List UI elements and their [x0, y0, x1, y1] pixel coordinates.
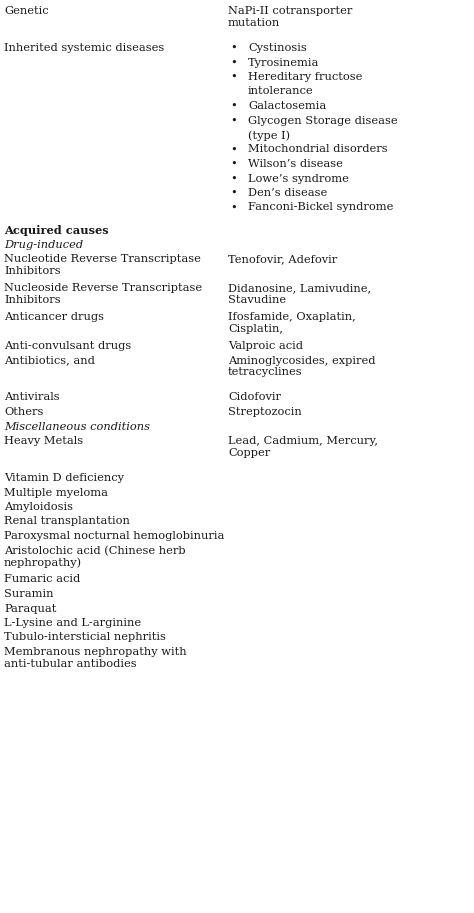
- Text: Suramin: Suramin: [4, 589, 54, 599]
- Text: Membranous nephropathy with
anti-tubular antibodies: Membranous nephropathy with anti-tubular…: [4, 647, 187, 668]
- Text: Paroxysmal nocturnal hemoglobinuria: Paroxysmal nocturnal hemoglobinuria: [4, 531, 224, 541]
- Text: Den’s disease: Den’s disease: [248, 188, 327, 198]
- Text: Aminoglycosides, expired
tetracyclines: Aminoglycosides, expired tetracyclines: [228, 355, 375, 377]
- Text: Mitochondrial disorders: Mitochondrial disorders: [248, 144, 388, 154]
- Text: (type I): (type I): [248, 130, 290, 141]
- Text: Valproic acid: Valproic acid: [228, 341, 303, 351]
- Text: Anticancer drugs: Anticancer drugs: [4, 312, 104, 322]
- Text: •: •: [230, 144, 237, 154]
- Text: Others: Others: [4, 407, 44, 417]
- Text: Fumaric acid: Fumaric acid: [4, 574, 80, 584]
- Text: Acquired causes: Acquired causes: [4, 225, 109, 236]
- Text: •: •: [230, 203, 237, 213]
- Text: Paraquat: Paraquat: [4, 603, 56, 614]
- Text: Streptozocin: Streptozocin: [228, 407, 302, 417]
- Text: •: •: [230, 72, 237, 82]
- Text: Tyrosinemia: Tyrosinemia: [248, 58, 319, 68]
- Text: Nucleotide Reverse Transcriptase
Inhibitors: Nucleotide Reverse Transcriptase Inhibit…: [4, 254, 201, 276]
- Text: Hereditary fructose: Hereditary fructose: [248, 72, 363, 82]
- Text: intolerance: intolerance: [248, 87, 314, 97]
- Text: Wilson’s disease: Wilson’s disease: [248, 159, 343, 169]
- Text: Amyloidosis: Amyloidosis: [4, 502, 73, 512]
- Text: Antibiotics, and: Antibiotics, and: [4, 355, 95, 365]
- Text: Didanosine, Lamivudine,
Stavudine: Didanosine, Lamivudine, Stavudine: [228, 283, 371, 305]
- Text: •: •: [230, 58, 237, 68]
- Text: Galactosemia: Galactosemia: [248, 101, 326, 111]
- Text: •: •: [230, 159, 237, 169]
- Text: Vitamin D deficiency: Vitamin D deficiency: [4, 473, 124, 483]
- Text: •: •: [230, 43, 237, 53]
- Text: Drug-induced: Drug-induced: [4, 239, 83, 249]
- Text: Antivirals: Antivirals: [4, 393, 60, 403]
- Text: •: •: [230, 116, 237, 125]
- Text: Cidofovir: Cidofovir: [228, 393, 281, 403]
- Text: NaPi-II cotransporter
mutation: NaPi-II cotransporter mutation: [228, 6, 352, 27]
- Text: Tubulo-intersticial nephritis: Tubulo-intersticial nephritis: [4, 633, 166, 643]
- Text: Cystinosis: Cystinosis: [248, 43, 307, 53]
- Text: Nucleoside Reverse Transcriptase
Inhibitors: Nucleoside Reverse Transcriptase Inhibit…: [4, 283, 202, 305]
- Text: Heavy Metals: Heavy Metals: [4, 436, 83, 446]
- Text: Aristolochic acid (Chinese herb
nephropathy): Aristolochic acid (Chinese herb nephropa…: [4, 545, 186, 568]
- Text: Lowe’s syndrome: Lowe’s syndrome: [248, 173, 349, 184]
- Text: Ifosfamide, Oxaplatin,
Cisplatin,: Ifosfamide, Oxaplatin, Cisplatin,: [228, 312, 356, 333]
- Text: Anti-convulsant drugs: Anti-convulsant drugs: [4, 341, 131, 351]
- Text: •: •: [230, 188, 237, 198]
- Text: Renal transplantation: Renal transplantation: [4, 517, 130, 527]
- Text: Genetic: Genetic: [4, 6, 49, 16]
- Text: L-Lysine and L-arginine: L-Lysine and L-arginine: [4, 618, 141, 628]
- Text: Inherited systemic diseases: Inherited systemic diseases: [4, 43, 164, 53]
- Text: Multiple myeloma: Multiple myeloma: [4, 488, 108, 498]
- Text: Miscellaneous conditions: Miscellaneous conditions: [4, 422, 150, 432]
- Text: Tenofovir, Adefovir: Tenofovir, Adefovir: [228, 254, 337, 264]
- Text: Glycogen Storage disease: Glycogen Storage disease: [248, 116, 398, 125]
- Text: Lead, Cadmium, Mercury,
Copper: Lead, Cadmium, Mercury, Copper: [228, 436, 378, 457]
- Text: •: •: [230, 173, 237, 184]
- Text: Fanconi-Bickel syndrome: Fanconi-Bickel syndrome: [248, 203, 393, 213]
- Text: •: •: [230, 101, 237, 111]
